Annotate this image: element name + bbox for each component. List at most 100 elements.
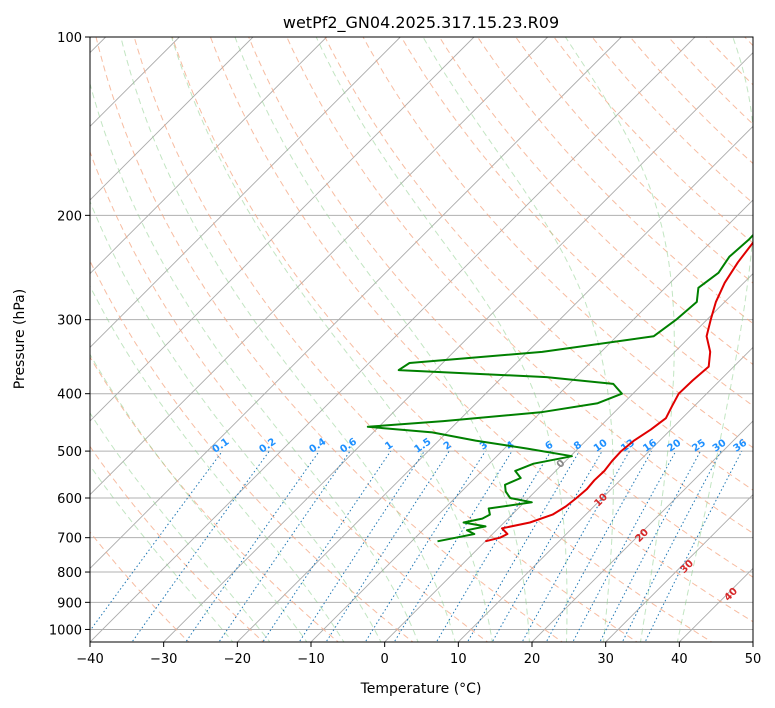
axis-ticks: −40 −30 −20 −10 0 10 20 30 40 50 100 200 300 400 500 60… [49, 31, 761, 667]
mixing-ratio-label: 30 [711, 438, 729, 455]
mixing-ratio-label: 25 [690, 438, 708, 455]
mixing-ratio-label: 0.1 [211, 436, 232, 455]
temperature-contour-label: 20 [633, 527, 651, 545]
dry-adiabat [95, 37, 564, 642]
moist-adiabat [315, 37, 568, 642]
mixing-ratio-line [572, 450, 677, 642]
temperature-profile-line [485, 240, 753, 543]
x-tick-label: −20 [224, 652, 251, 667]
dry-adiabat [438, 37, 753, 366]
temperature-contour-label: 30 [678, 558, 696, 576]
moist-adiabat [234, 37, 530, 642]
dry-adiabat [770, 24, 775, 645]
dry-adiabat [90, 531, 190, 642]
mixing-ratio-line [644, 450, 743, 642]
mixing-ratio-label: 0.4 [307, 436, 328, 455]
y-tick-label: 600 [57, 492, 82, 507]
mixing-ratio-line [621, 450, 722, 642]
mixing-ratio-label: 10 [592, 438, 610, 455]
isotherm-line [90, 37, 696, 642]
dry-adiabat [90, 356, 340, 642]
mixing-ratio-label: 16 [641, 438, 659, 455]
x-tick-label: −40 [76, 652, 103, 667]
moist-adiabat [120, 37, 456, 642]
x-tick-label: 40 [671, 652, 688, 667]
x-tick-label: 30 [597, 652, 614, 667]
mixing-ratio-line [393, 450, 513, 642]
mixing-ratio-label: 0.6 [338, 436, 359, 455]
moist-adiabat [564, 37, 675, 642]
moist-adiabat [90, 464, 234, 642]
isotherm-line [90, 37, 622, 569]
dry-adiabat [209, 37, 753, 623]
profile-series [366, 233, 753, 543]
isotherm-line [752, 641, 753, 642]
dewpoint-profile-line [366, 233, 753, 543]
mixing-ratio-line [218, 450, 351, 642]
moist-adiabat [90, 353, 308, 642]
mixing-ratio-line [90, 450, 223, 632]
chart-title: wetPf2_GN04.2025.317.15.23.R09 [283, 13, 559, 33]
y-axis-label: Pressure (hPa) [12, 289, 28, 389]
mixing-ratio-line [298, 450, 425, 642]
x-tick-label: −30 [150, 652, 177, 667]
background-lines: 0.10.20.40.611.52346810131620253036-100-… [90, 24, 775, 645]
isotherm-line [90, 37, 548, 496]
x-axis-label: Temperature (°C) [360, 681, 482, 697]
mixing-ratio-line [599, 450, 701, 642]
dry-adiabat [90, 150, 489, 642]
y-tick-label: 500 [57, 445, 82, 460]
moist-adiabat [90, 81, 419, 642]
moist-adiabat [90, 200, 382, 642]
y-tick-label: 200 [57, 209, 82, 224]
isotherm-line [679, 567, 753, 642]
y-tick-label: 1000 [49, 623, 82, 638]
dry-adiabat [286, 37, 753, 534]
isotherm-line [90, 37, 475, 422]
isotherm-line [90, 37, 254, 201]
mixing-ratio-label: 0.2 [257, 436, 278, 455]
moist-adiabat [676, 37, 753, 642]
y-tick-label: 900 [57, 596, 82, 611]
moist-adiabat [90, 412, 271, 642]
y-tick-label: 800 [57, 566, 82, 581]
mixing-ratio-label: 20 [666, 438, 684, 455]
x-tick-label: 20 [524, 652, 541, 667]
y-tick-label: 300 [57, 314, 82, 329]
plot-frame [89, 36, 754, 643]
mixing-ratio-line [262, 450, 392, 642]
dry-adiabat [400, 37, 753, 407]
dry-adiabat [90, 445, 265, 642]
isotherm-line [310, 199, 753, 642]
y-tick-label: 700 [57, 532, 82, 547]
isotherm-line [90, 37, 327, 275]
moist-adiabat [90, 285, 345, 642]
dry-adiabat [90, 259, 414, 642]
dry-adiabat [477, 37, 753, 325]
temperature-contour-label: 10 [592, 492, 610, 510]
mixing-ratio-line [364, 450, 486, 642]
isotherm-line [605, 494, 753, 642]
mixing-ratio-line [325, 450, 450, 642]
mixing-ratio-line [131, 450, 270, 642]
x-tick-label: −10 [297, 652, 324, 667]
mixing-ratio-label: 1.5 [413, 436, 434, 455]
moist-adiabat [171, 37, 493, 642]
dry-adiabat [133, 37, 638, 642]
y-tick-label: 400 [57, 388, 82, 403]
dry-adiabat [744, 37, 753, 47]
mixing-ratio-line [435, 450, 552, 642]
isotherm-line [531, 420, 753, 642]
isotherm-line [237, 125, 753, 642]
x-tick-label: 50 [745, 652, 762, 667]
x-tick-label: 0 [381, 652, 389, 667]
isotherm-line [458, 346, 753, 642]
isotherm-line [163, 52, 753, 642]
dry-adiabat [515, 37, 753, 284]
x-tick-label: 10 [450, 652, 467, 667]
temperature-contour-label: 40 [722, 586, 740, 604]
mixing-ratio-line [185, 450, 320, 642]
y-tick-label: 100 [57, 31, 82, 46]
mixing-ratio-line [466, 450, 580, 642]
